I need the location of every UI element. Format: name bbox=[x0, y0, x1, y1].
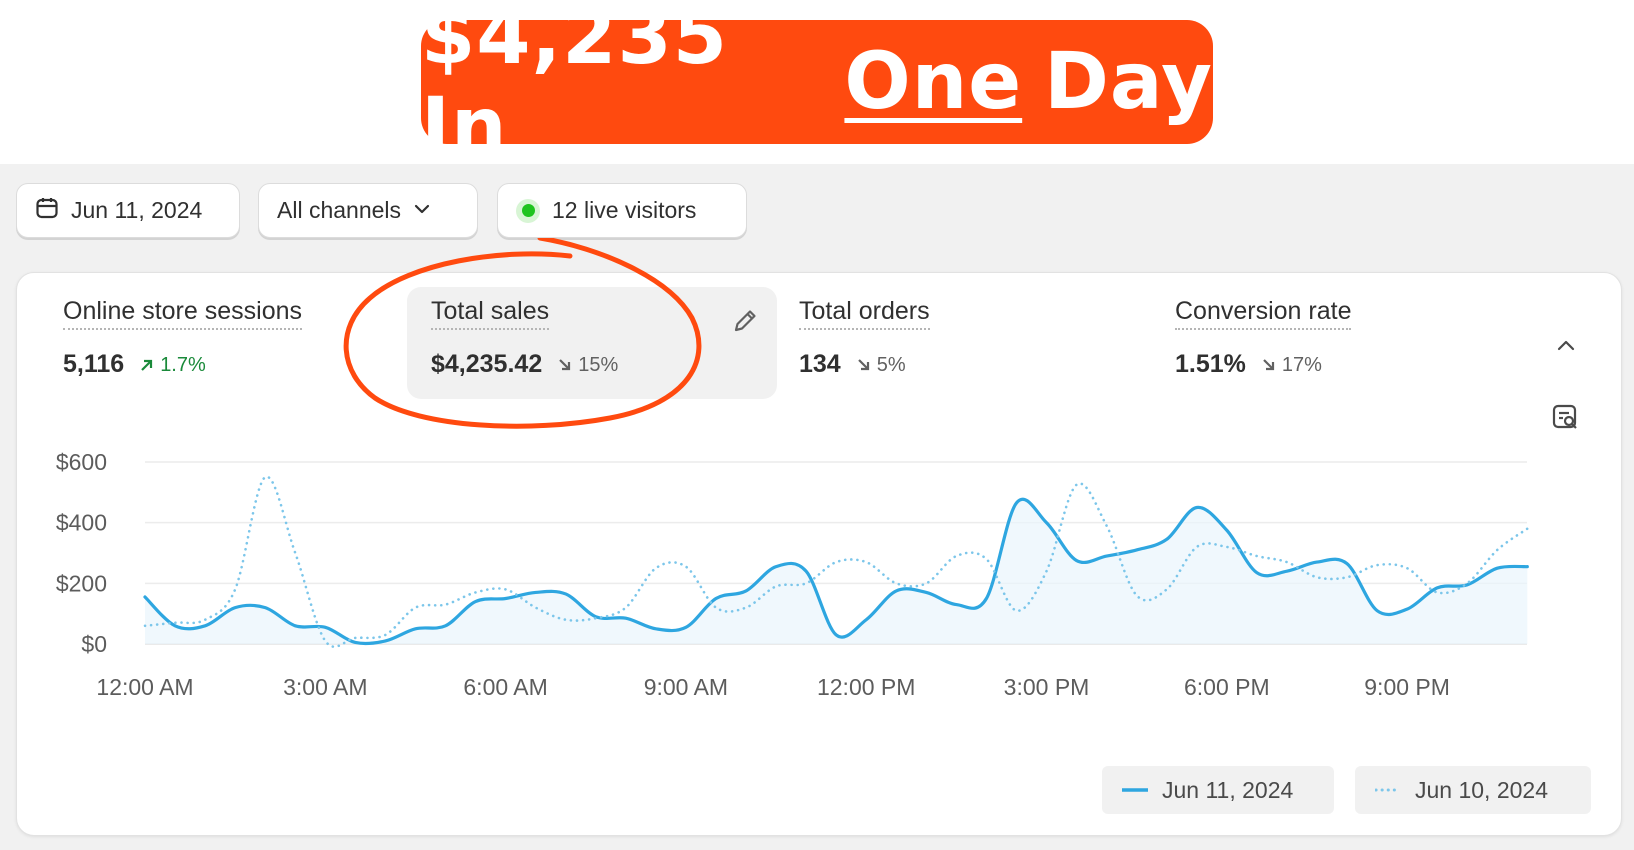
metric-conversion-rate[interactable]: Conversion rate 1.51% 17% bbox=[1151, 273, 1521, 399]
metric-label: Total orders bbox=[799, 297, 930, 330]
legend-label: Jun 11, 2024 bbox=[1162, 776, 1294, 803]
series-area bbox=[145, 499, 1528, 644]
metric-sessions[interactable]: Online store sessions 5,116 1.7% bbox=[39, 273, 409, 399]
legend-item-current[interactable]: Jun 11, 2024 bbox=[1102, 766, 1334, 814]
headline-banner-area: $4,235 In One Day bbox=[0, 0, 1634, 172]
date-picker-button[interactable]: Jun 11, 2024 bbox=[16, 183, 240, 238]
y-tick-label: $0 bbox=[81, 631, 107, 657]
calendar-icon bbox=[35, 196, 59, 226]
live-visitors-label: 12 live visitors bbox=[552, 197, 697, 223]
metric-change-value: 17% bbox=[1281, 353, 1322, 376]
sales-line-chart: $600 $400 $200 $0 12:00 AM 3:00 AM 6:00 AM 9:0… bbox=[56, 449, 1529, 700]
x-axis-ticks: 12:00 AM 3:00 AM 6:00 AM 9:00 AM 12:00 PM 3:0… bbox=[96, 674, 1450, 700]
chevron-up-icon[interactable] bbox=[1555, 335, 1577, 362]
metric-change-value: 1.7% bbox=[160, 353, 206, 376]
solid-line-legend-icon bbox=[1122, 788, 1148, 792]
metric-value: $4,235.42 bbox=[431, 350, 543, 378]
metric-change: 5% bbox=[857, 354, 906, 377]
metric-total-orders[interactable]: Total orders 134 5% bbox=[775, 273, 1145, 399]
hand-drawn-circle-annotation bbox=[343, 238, 702, 429]
y-tick-label: $200 bbox=[56, 570, 107, 596]
series-line-previous bbox=[143, 475, 1529, 648]
headline-emphasis: One bbox=[844, 37, 1023, 127]
metric-value: 5,116 bbox=[63, 350, 125, 378]
arrow-down-right-icon bbox=[559, 359, 571, 371]
date-picker-label: Jun 11, 2024 bbox=[71, 197, 203, 223]
pencil-icon[interactable] bbox=[731, 307, 759, 340]
chevron-down-icon bbox=[413, 197, 431, 224]
legend-label: Jun 10, 2024 bbox=[1415, 776, 1549, 803]
metric-total-sales[interactable]: Total sales $4,235.42 15% bbox=[407, 287, 777, 399]
channels-label: All channels bbox=[277, 197, 402, 223]
metric-label: Total sales bbox=[431, 297, 550, 330]
x-tick-label: 6:00 AM bbox=[463, 674, 547, 700]
chart-lines bbox=[143, 475, 1529, 648]
metric-change-value: 15% bbox=[578, 353, 619, 376]
y-axis-ticks: $600 $400 $200 $0 bbox=[56, 449, 107, 657]
x-tick-label: 9:00 AM bbox=[644, 674, 728, 700]
metrics-card: Online store sessions 5,116 1.7% Total s… bbox=[16, 272, 1622, 836]
chart-search-icon[interactable] bbox=[1551, 403, 1579, 436]
metric-value: 134 bbox=[799, 350, 841, 378]
x-tick-label: 3:00 PM bbox=[1004, 674, 1090, 700]
metric-change: 15% bbox=[558, 354, 618, 377]
series-line-current bbox=[143, 497, 1529, 646]
live-indicator-icon bbox=[516, 198, 540, 223]
x-tick-label: 12:00 PM bbox=[817, 674, 915, 700]
chart-area-fill bbox=[145, 499, 1528, 644]
y-tick-label: $400 bbox=[56, 510, 107, 536]
legend-item-previous[interactable]: Jun 10, 2024 bbox=[1355, 766, 1591, 814]
dotted-line-legend-icon bbox=[1375, 788, 1401, 792]
x-tick-label: 3:00 AM bbox=[283, 674, 367, 700]
metric-change: 17% bbox=[1262, 354, 1322, 377]
x-tick-label: 12:00 AM bbox=[96, 674, 193, 700]
metric-label: Online store sessions bbox=[63, 297, 303, 330]
metric-value: 1.51% bbox=[1175, 350, 1246, 378]
metric-change: 1.7% bbox=[140, 354, 206, 377]
arrow-down-right-icon bbox=[857, 359, 869, 371]
arrow-up-right-icon bbox=[141, 359, 153, 371]
live-visitors-button[interactable]: 12 live visitors bbox=[497, 183, 747, 238]
headline-banner: $4,235 In One Day bbox=[421, 0, 1213, 172]
channels-dropdown[interactable]: All channels bbox=[258, 183, 478, 238]
headline-pre: $4,235 In bbox=[421, 0, 728, 172]
y-tick-label: $600 bbox=[56, 449, 107, 475]
x-tick-label: 9:00 PM bbox=[1364, 674, 1450, 700]
metric-change-value: 5% bbox=[876, 353, 906, 376]
arrow-down-right-icon bbox=[1263, 359, 1274, 371]
x-tick-label: 6:00 PM bbox=[1184, 674, 1270, 700]
metric-label: Conversion rate bbox=[1175, 297, 1352, 330]
headline-post: Day bbox=[1044, 37, 1213, 127]
